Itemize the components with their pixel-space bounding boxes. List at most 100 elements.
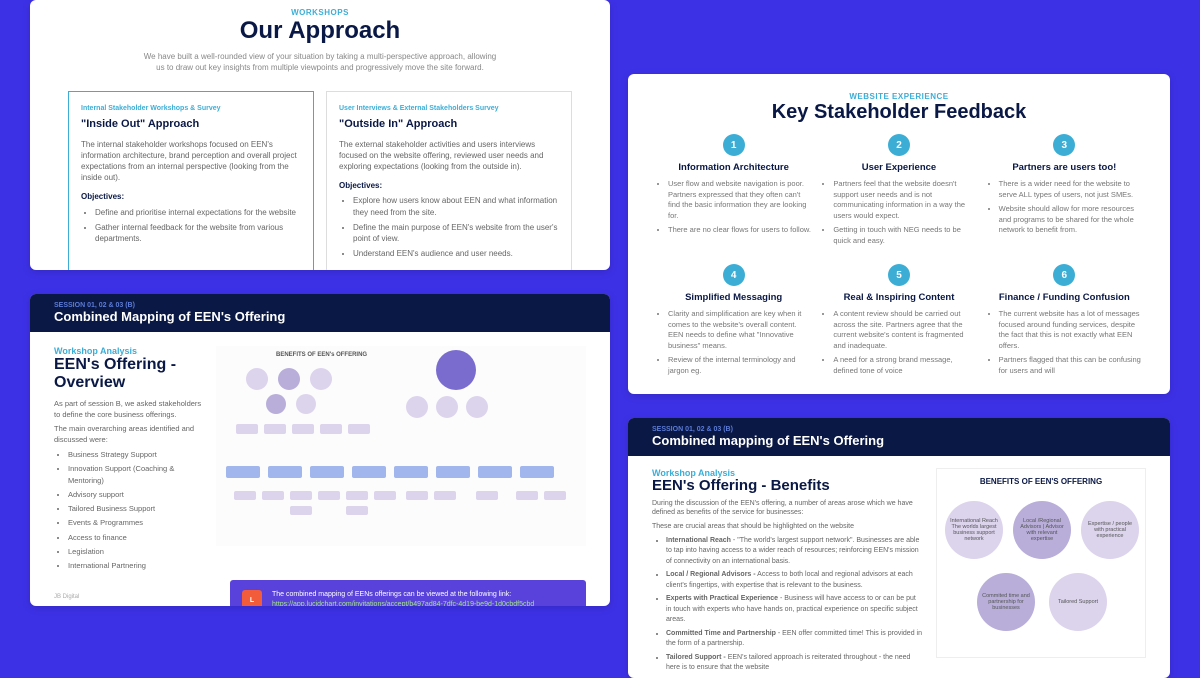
item-title: Real & Inspiring Content (821, 292, 976, 303)
overview-text: Workshop Analysis EEN's Offering - Overv… (54, 346, 204, 574)
diagram-node (348, 424, 370, 434)
benefits-list: International Reach - "The world's large… (666, 536, 922, 674)
item-number: 6 (1053, 264, 1075, 286)
diagram-node (226, 466, 260, 478)
title: Our Approach (68, 17, 572, 45)
feedback-item: 5 Real & Inspiring Content A content rev… (821, 264, 976, 380)
box-label: Internal Stakeholder Workshops & Survey (81, 104, 301, 114)
item-point: There is a wider need for the website to… (999, 179, 1142, 200)
diagram-node (310, 466, 344, 478)
session-label: SESSION 01, 02 & 03 (B) (652, 426, 1146, 433)
benefit-item: Local / Regional Advisors - Access to bo… (666, 570, 922, 591)
benefit-circle: Local /Regional Advisors | Advisor with … (1013, 501, 1071, 559)
feedback-row-2: 4 Simplified Messaging Clarity and simpl… (628, 260, 1170, 390)
diagram-node (478, 466, 512, 478)
diagram-node (434, 491, 456, 500)
circles-title: BENEFITS OF EEN'S OFFERING (937, 469, 1145, 494)
benefit-item: Experts with Practical Experience - Busi… (666, 594, 922, 626)
kicker: WORKSHOPS (68, 8, 572, 17)
diagram-circle (278, 368, 300, 390)
diagram-node (544, 491, 566, 500)
objective-item: Gather internal feedback for the website… (95, 222, 301, 244)
benefit-item: Committed Time and Partnership - EEN off… (666, 629, 922, 650)
diagram-node (436, 466, 470, 478)
diagram-title: BENEFITS OF EEN's OFFERING (276, 352, 367, 358)
item-number: 4 (723, 264, 745, 286)
diagram-node (290, 506, 312, 515)
item-point: Review of the internal terminology and j… (668, 355, 811, 376)
benefit-circle: Expertise / people with practical experi… (1081, 501, 1139, 559)
lead-text: We have built a well-rounded view of you… (144, 51, 497, 73)
diagram-node (236, 424, 258, 434)
diagram-circle (246, 368, 268, 390)
item-title: Finance / Funding Confusion (987, 292, 1142, 303)
list-item: Business Strategy Support (68, 449, 204, 460)
feedback-row-1: 1 Information Architecture User flow and… (628, 124, 1170, 260)
item-title: Simplified Messaging (656, 292, 811, 303)
approach-box-outside-in: User Interviews & External Stakeholders … (326, 91, 572, 270)
list-item: Innovation Support (Coaching & Mentoring… (68, 463, 204, 486)
benefit-item: Tailored Support - EEN's tailored approa… (666, 653, 922, 674)
benefit-circle: International Reach The worlds largest b… (945, 501, 1003, 559)
diagram-node (292, 424, 314, 434)
objective-item: Understand EEN's audience and user needs… (353, 248, 559, 259)
item-number: 2 (888, 134, 910, 156)
diagram-node (394, 466, 428, 478)
box-title: "Inside Out" Approach (81, 117, 301, 132)
feedback-item: 3 Partners are users too! There is a wid… (987, 134, 1142, 250)
item-number: 1 (723, 134, 745, 156)
objectives-list: Define and prioritise internal expectati… (95, 207, 301, 245)
paragraph: These are crucial areas that should be h… (652, 522, 922, 532)
item-point: The current website has a lot of message… (999, 309, 1142, 351)
paragraph: The main overarching areas identified an… (54, 424, 204, 445)
panel-title: Combined mapping of EEN's Offering (652, 433, 1146, 448)
workshop-analysis-label: Workshop Analysis (54, 346, 204, 356)
list-item: Advisory support (68, 489, 204, 500)
item-number: 5 (888, 264, 910, 286)
diagram-node (516, 491, 538, 500)
feedback-item: 6 Finance / Funding Confusion The curren… (987, 264, 1142, 380)
objective-item: Define the main purpose of EEN's website… (353, 222, 559, 244)
item-point: Clarity and simplification are key when … (668, 309, 811, 351)
item-number: 3 (1053, 134, 1075, 156)
diagram-node (346, 506, 368, 515)
benefit-item: International Reach - "The world's large… (666, 536, 922, 568)
lucidchart-icon: L (242, 590, 262, 606)
item-point: Getting in touch with NEG needs to be qu… (833, 225, 976, 246)
item-point: There are no clear flows for users to fo… (668, 225, 811, 236)
list-item: Events & Programmes (68, 517, 204, 528)
diagram-node (320, 424, 342, 434)
title: Key Stakeholder Feedback (628, 101, 1170, 124)
diagram-circle (436, 396, 458, 418)
diagram-circle (406, 396, 428, 418)
diagram-circle (310, 368, 332, 390)
panel-header: SESSION 01, 02 & 03 (B) Combined Mapping… (30, 294, 610, 332)
lucidchart-link[interactable]: https://app.lucidchart.com/invitations/a… (272, 601, 534, 606)
feedback-item: 1 Information Architecture User flow and… (656, 134, 811, 250)
diagram-node (262, 491, 284, 500)
panel-offering-benefits: SESSION 01, 02 & 03 (B) Combined mapping… (628, 418, 1170, 678)
feedback-item: 4 Simplified Messaging Clarity and simpl… (656, 264, 811, 380)
diagram-node (234, 491, 256, 500)
footer-label: JB Digital (54, 594, 79, 600)
subtitle: EEN's Offering - Benefits (652, 478, 922, 495)
item-point: Website should allow for more resources … (999, 204, 1142, 236)
paragraph: During the discussion of the EEN's offer… (652, 499, 922, 519)
session-label: SESSION 01, 02 & 03 (B) (54, 302, 586, 309)
item-point: User flow and website navigation is poor… (668, 179, 811, 221)
objectives-label: Objectives: (339, 180, 559, 191)
paragraph: As part of session B, we asked stakehold… (54, 399, 204, 420)
diagram-node (520, 466, 554, 478)
box-body: The external stakeholder activities and … (339, 139, 559, 173)
list-item: International Partnering (68, 560, 204, 571)
feedback-item: 2 User Experience Partners feel that the… (821, 134, 976, 250)
diagram-node (374, 491, 396, 500)
benefits-circles-diagram: BENEFITS OF EEN'S OFFERING International… (936, 468, 1146, 658)
item-point: A need for a strong brand message, defin… (833, 355, 976, 376)
diagram-circle (436, 350, 476, 390)
diagram-circle (296, 394, 316, 414)
panel-feedback: Website Experience Key Stakeholder Feedb… (628, 74, 1170, 394)
diagram-node (268, 466, 302, 478)
panel-header: SESSION 01, 02 & 03 (B) Combined mapping… (628, 418, 1170, 456)
list-item: Legislation (68, 546, 204, 557)
